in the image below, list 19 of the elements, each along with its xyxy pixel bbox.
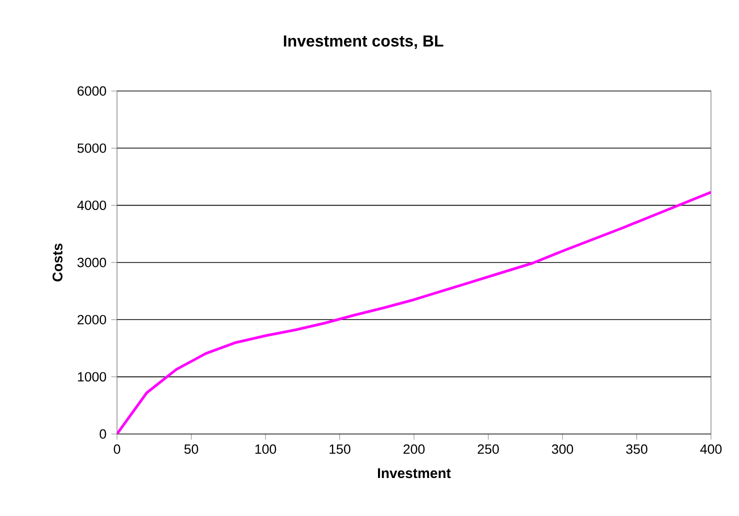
y-tick-label: 3000 xyxy=(77,258,106,268)
y-axis-title: Costs xyxy=(52,244,62,282)
x-tick-label: 250 xyxy=(478,444,499,454)
x-tick-label: 100 xyxy=(255,444,276,454)
chart-title: Investment costs, BL xyxy=(284,35,444,49)
y-tick-label: 0 xyxy=(100,429,106,439)
x-tick-label: 200 xyxy=(404,444,425,454)
x-tick-label: 300 xyxy=(552,444,574,454)
x-tick-label: 400 xyxy=(700,444,722,454)
x-axis-title: Investment xyxy=(378,468,451,478)
x-tick-label: 0 xyxy=(114,444,120,454)
y-tick-label: 1000 xyxy=(78,372,106,382)
x-tick-label: 350 xyxy=(626,444,648,454)
y-tick-label: 4000 xyxy=(77,200,106,210)
y-tick-label: 2000 xyxy=(78,314,106,324)
x-tick-label: 50 xyxy=(184,444,198,454)
y-tick-label: 5000 xyxy=(77,143,106,153)
x-tick-label: 150 xyxy=(330,444,350,454)
y-tick-label: 6000 xyxy=(78,86,106,96)
